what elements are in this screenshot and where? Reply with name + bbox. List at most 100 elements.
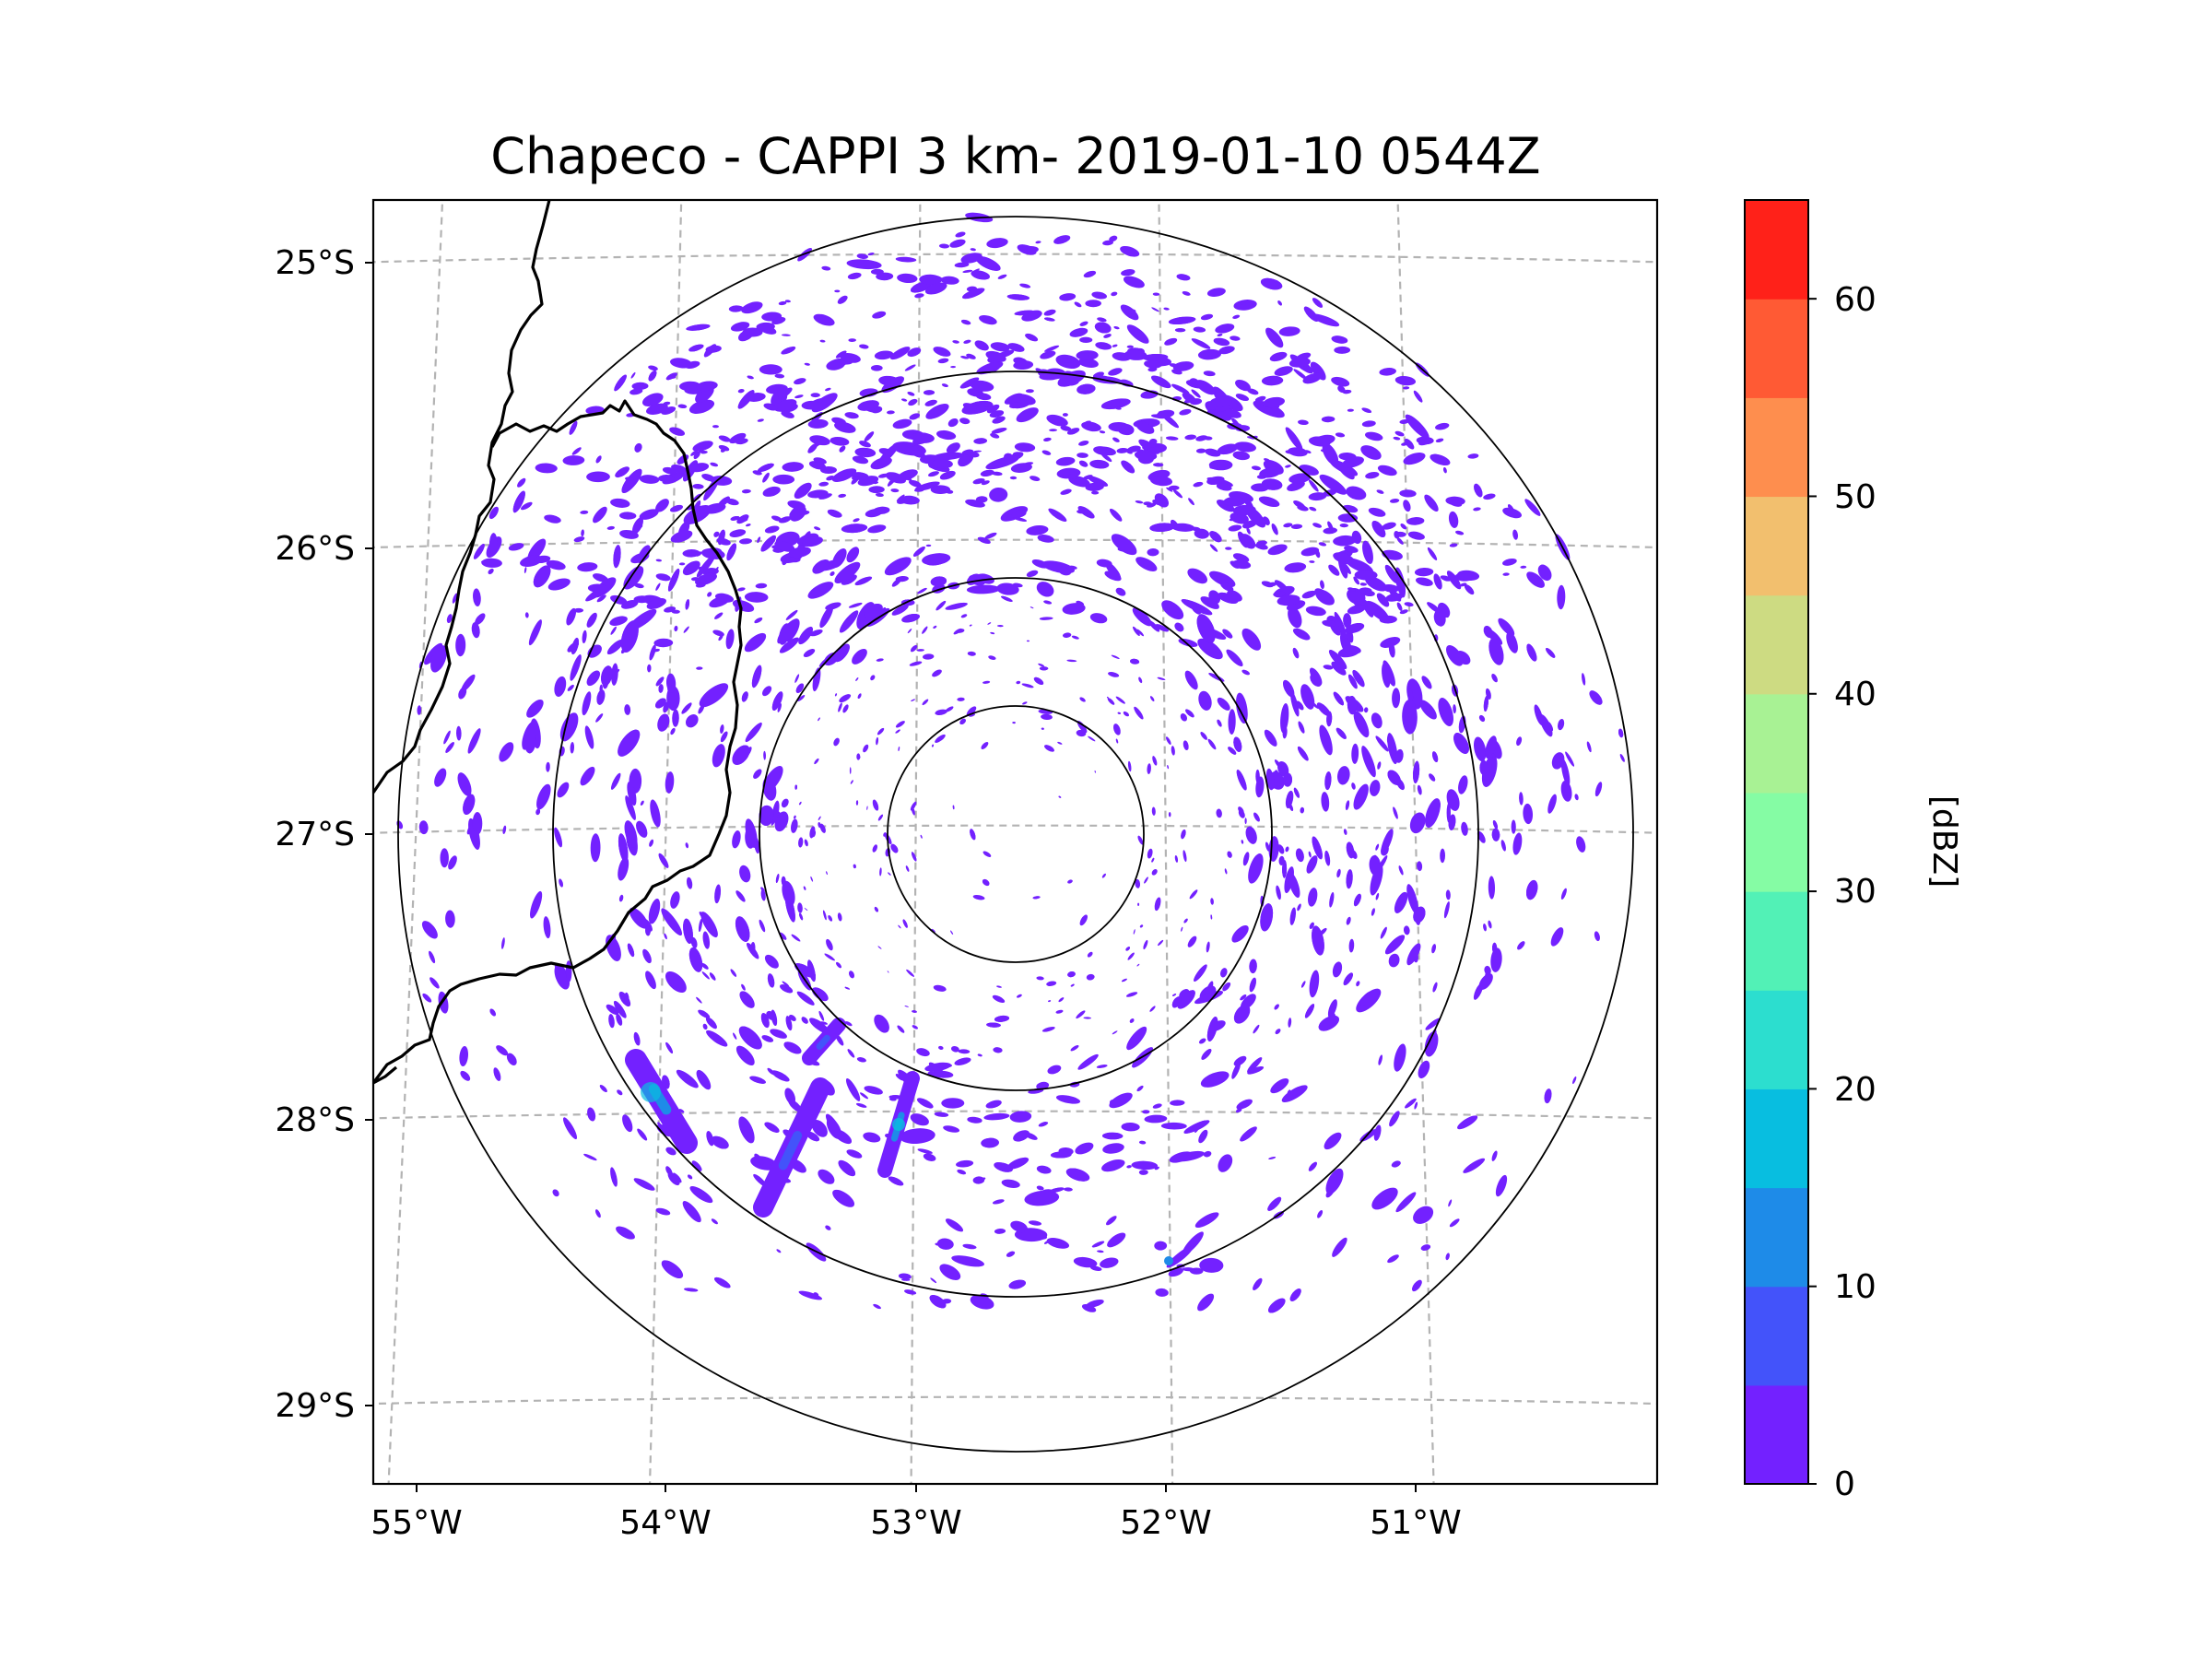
echo-speckle (941, 383, 948, 388)
echo-speckle (760, 888, 766, 901)
echo-speckle (557, 782, 570, 798)
echo-speckle (1404, 602, 1414, 607)
echo-speckle (1619, 753, 1625, 762)
echo-speckle (1342, 456, 1364, 468)
echo-speckle (1083, 1017, 1091, 1019)
echo-speckle (1544, 1088, 1552, 1104)
echo-speckle (1152, 1103, 1162, 1109)
echo-speckle (830, 436, 850, 446)
echo-speckle (1300, 547, 1320, 557)
echo-speckle (1369, 780, 1381, 796)
echo-speckle (1176, 274, 1191, 281)
echo-speckle (1418, 1060, 1430, 1079)
echo-speckle (1195, 448, 1206, 453)
echo-speckle (1135, 878, 1141, 888)
echo-speckle (1058, 567, 1072, 576)
echo-speckle (713, 531, 720, 537)
echo-speckle (966, 353, 976, 359)
echo-speckle (501, 937, 505, 949)
echo-speckle (1363, 707, 1369, 713)
echo-speckle (1378, 1054, 1383, 1065)
echo-speckle (1308, 1161, 1318, 1171)
echo-speckle (1328, 564, 1340, 576)
echo-speckle (962, 269, 973, 274)
echo-speckle (794, 784, 798, 790)
echo-speckle (685, 842, 689, 849)
echo-speckle (670, 530, 693, 543)
echo-speckle (1182, 1267, 1195, 1272)
echo-speckle (1168, 485, 1180, 491)
echo-speckle (1321, 792, 1330, 812)
echo-speckle (954, 1057, 971, 1065)
echo-speckle (1001, 1179, 1020, 1188)
echo-speckle (1108, 368, 1123, 376)
echo-speckle (838, 493, 847, 498)
echo-speckle (813, 1292, 819, 1297)
y-tick-label: 29°S (275, 1387, 355, 1425)
echo-speckle (1076, 350, 1099, 360)
echo-speckle (1070, 1045, 1079, 1052)
echo-speckle (1132, 626, 1140, 637)
echo-speckle (1290, 691, 1300, 717)
echo-speckle (1019, 283, 1031, 288)
echo-speckle (1520, 565, 1527, 569)
echo-speckle (955, 231, 966, 238)
echo-speckle (799, 912, 804, 921)
echo-speckle (455, 633, 466, 657)
echo-speckle (1251, 483, 1270, 492)
echo-speckle (1352, 669, 1365, 688)
echo-speckle (1343, 613, 1352, 629)
echo-speckle (1448, 1199, 1453, 1207)
echo-speckle (814, 758, 819, 765)
echo-speckle (1396, 602, 1403, 611)
echo-speckle (692, 441, 713, 452)
echo-speckle (1247, 388, 1259, 395)
echo-speckle (809, 1018, 830, 1034)
echo-speckle (779, 637, 799, 653)
echo-speckle (760, 535, 776, 552)
echo-speckle (686, 877, 693, 889)
echo-speckle (529, 890, 543, 919)
echo-speckle (1065, 1168, 1090, 1182)
echo-speckle (1264, 458, 1270, 462)
echo-speckle (933, 984, 947, 992)
echo-speckle (1155, 1288, 1169, 1297)
echo-speckle (909, 661, 923, 666)
echo-speckle (1306, 855, 1318, 874)
echo-speckle (701, 971, 710, 980)
echo-speckle (1282, 679, 1295, 698)
echo-speckle (924, 555, 947, 566)
echo-speckle (1233, 1055, 1247, 1066)
echo-speckle (1121, 269, 1135, 276)
echo-speckle (937, 358, 949, 364)
echo-speckle (1044, 745, 1054, 752)
echo-speckle (1331, 335, 1348, 344)
echo-speckle (554, 827, 563, 848)
echo-speckle (839, 610, 859, 633)
echo-speckle (826, 358, 848, 370)
echo-speckle (475, 613, 486, 626)
echo-speckle (956, 629, 965, 633)
echo-speckle (1121, 460, 1135, 474)
echo-speckle (974, 340, 989, 351)
border-line-rs (373, 1065, 398, 1085)
echo-speckle (610, 498, 630, 508)
echo-speckle (785, 609, 798, 620)
echo-speckle (1448, 814, 1456, 830)
x-axis-ticks: 55°W 54°W 53°W 52°W 51°W (371, 1504, 1461, 1542)
echo-speckle (1226, 649, 1243, 667)
echo-speckle (467, 728, 481, 754)
graticule (373, 200, 1657, 1484)
echo-speckle (746, 393, 766, 402)
echo-speckle (1171, 996, 1182, 1008)
echo-speckle (990, 432, 1000, 439)
echo-speckle (781, 346, 796, 355)
echo-speckle (1151, 868, 1158, 876)
echo-speckle (1427, 547, 1438, 560)
echo-speckle (975, 496, 988, 503)
echo-speckle (684, 1288, 699, 1292)
echo-speckle (1030, 606, 1034, 609)
echo-speckle (1448, 511, 1459, 528)
echo-speckle (1126, 1165, 1132, 1169)
echo-speckle (783, 1041, 802, 1054)
